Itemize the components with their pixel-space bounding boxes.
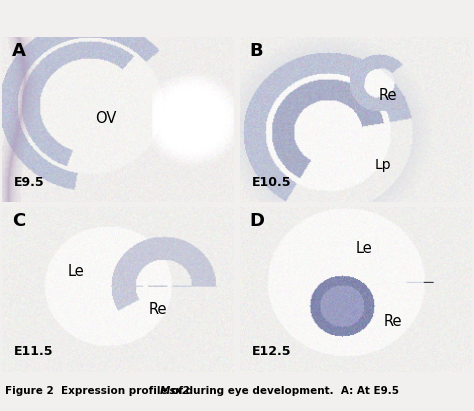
Text: Le: Le	[67, 264, 84, 279]
Text: Lp: Lp	[374, 158, 391, 172]
Text: Re: Re	[383, 314, 402, 329]
Text: E10.5: E10.5	[252, 176, 291, 189]
Text: E11.5: E11.5	[14, 345, 54, 358]
Text: A: A	[12, 42, 26, 60]
Text: D: D	[249, 212, 264, 229]
Text: during eye development.  A: At E9.5: during eye development. A: At E9.5	[182, 386, 400, 395]
Text: E9.5: E9.5	[14, 176, 45, 189]
Text: Figure 2  Expression profile of: Figure 2 Expression profile of	[5, 386, 186, 395]
Text: Re: Re	[148, 302, 167, 317]
Text: Le: Le	[356, 241, 373, 256]
Text: Re: Re	[379, 88, 397, 103]
Text: Msx2: Msx2	[160, 386, 191, 395]
Text: B: B	[249, 42, 263, 60]
Text: OV: OV	[95, 111, 117, 126]
Text: E12.5: E12.5	[252, 345, 291, 358]
Text: C: C	[12, 212, 25, 229]
